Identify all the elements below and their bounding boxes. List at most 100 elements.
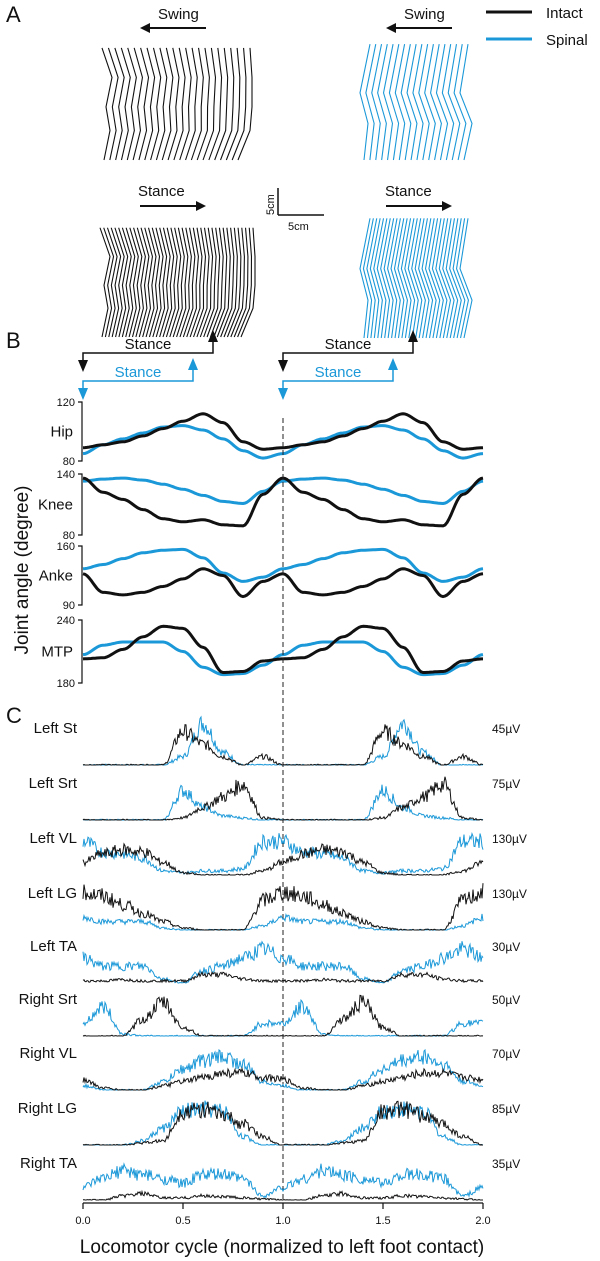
stick-limb [220,47,235,161]
stick-limb [202,47,217,161]
stick-limb [193,227,207,338]
y-tick-label: 140 [57,469,75,481]
stick-limb [176,227,189,338]
emg-trace-spinal [82,1048,484,1091]
stick-limb [240,227,256,338]
y-tick-label: 120 [57,397,75,409]
joint-name-label: Anke [39,568,73,585]
stick-limb [189,227,203,338]
stance-marker-intact: Stance [78,330,218,372]
stick-limb [144,47,156,161]
stick-limb [382,43,394,161]
stance-bracket-intact [82,340,214,362]
stick-limb [126,47,137,161]
stick-limb [107,47,119,161]
x-axis-label: Locomotor cycle (normalized to left foot… [80,1237,484,1258]
stick-limb [165,227,178,338]
muscle-label: Left Srt [29,775,78,792]
y-tick-label: 160 [57,541,75,553]
stick-limb [359,43,371,161]
stick-limb [152,227,164,338]
x-axis: 0.0 0.5 1.0 1.5 2.0 Locomotor cycle (normaliz… [75,1202,491,1258]
stick-limb [393,218,405,339]
emg-trace-spinal [82,940,484,984]
stick-limb [132,47,143,161]
stick-limb [366,218,378,339]
stick-limb [114,227,125,338]
stick-limb [459,218,473,339]
scale-label: 75µV [492,777,520,791]
stick-limb [383,218,395,339]
stick-limb [371,43,383,161]
panel-a-letter: A [6,2,21,27]
joint-panel-hip: 120 80 Hip [50,397,484,468]
scale-label-vertical: 5cm [265,194,277,215]
stick-limb [418,44,430,161]
stick-limb [387,218,398,339]
muscle-label: Right VL [19,1045,77,1062]
swing-label-intact: Swing [158,6,199,23]
emg-trace-intact [82,1066,484,1091]
stance-marker-spinal: Stance [78,358,198,400]
legend-label-intact: Intact [546,5,584,22]
arrow-down-icon [278,388,288,400]
panel-a: A Swing Swing Intact Spinal Stance Stanc… [6,2,588,339]
arrow-up-icon [208,330,218,342]
stick-limb [199,227,214,338]
stance-label-spinal: Stance [115,364,162,381]
stick-limb [172,227,185,338]
x-tick-label: 2.0 [475,1215,490,1227]
stick-limb [455,218,469,339]
emg-row: Right VL 70µV [19,1045,520,1091]
stick-limb [110,227,122,338]
emg-row: Right LG 85µV [18,1100,520,1146]
stick-limb [414,218,426,339]
stick-limb [449,218,462,339]
y-axis-bracket [78,473,83,536]
stick-limb [231,47,247,161]
stick-limb [397,218,409,339]
joint-name-label: Knee [38,497,73,514]
stick-limb [411,218,423,339]
muscle-label: Left TA [30,938,77,955]
muscle-label: Left St [34,720,78,737]
stick-limb [394,43,406,161]
stick-limb [114,47,125,161]
stick-limb [435,44,449,161]
stick-limb [135,227,146,338]
muscle-label: Left LG [28,885,77,902]
emg-row: Right Srt 50µV [19,991,520,1037]
stick-limb [418,218,430,339]
stance-marker-intact: Stance [278,330,418,372]
scale-label: 50µV [492,993,520,1007]
stick-limb [159,227,171,338]
stick-limb [388,43,400,161]
stick-limb [365,43,377,161]
stick-limb [155,47,168,161]
y-axis-bracket [78,619,83,684]
stick-limb [169,227,182,338]
emg-trace-spinal [82,831,484,875]
stick-limb [196,227,210,338]
emg-row: Right TA 35µV [20,1155,520,1201]
joint-name-label: Hip [50,424,73,441]
stick-limb [237,227,253,338]
stance-marker-spinal: Stance [278,358,398,400]
stick-limb [196,47,210,161]
stick-spinal-stance [359,218,473,339]
stance-bracket-intact [282,340,414,362]
stance-bracket-spinal [82,368,194,390]
y-tick-label: 90 [63,600,75,612]
scale-label: 45µV [492,722,520,736]
y-axis-label: Joint angle (degree) [12,486,33,655]
stick-limb [106,227,118,338]
stick-limb [428,218,441,339]
stick-limb [431,218,444,339]
swing-label-spinal: Swing [404,6,445,23]
emg-row: Left St 45µV [34,715,520,766]
stick-limb [421,218,434,339]
arrow-down-icon [78,360,88,372]
